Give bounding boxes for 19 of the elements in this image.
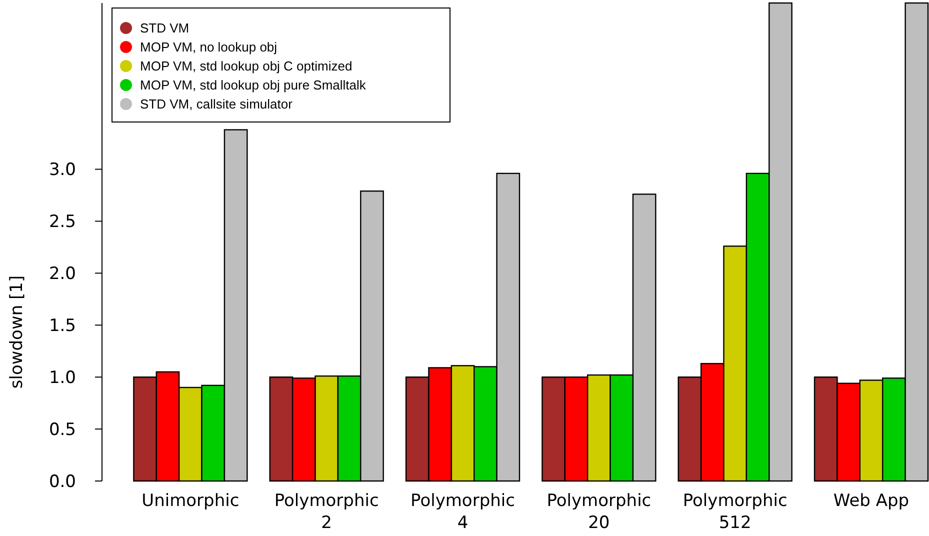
y-tick-label: 0.0 <box>48 472 76 492</box>
x-tick-label: Polymorphic 2 <box>274 491 379 533</box>
x-tick-label: Polymorphic 4 <box>410 491 515 533</box>
x-tick-label: Polymorphic 512 <box>682 491 788 533</box>
y-tick-label: 1.0 <box>48 368 76 388</box>
legend-label: MOP VM, std lookup obj C optimized <box>140 58 352 74</box>
legend-label: STD VM <box>140 20 190 36</box>
y-tick-label: 2.0 <box>48 264 76 284</box>
x-tick-label: Web App <box>833 491 910 511</box>
legend-label: MOP VM, no lookup obj <box>140 40 278 55</box>
legend-label: MOP VM, std lookup obj pure Smalltalk <box>140 78 366 93</box>
y-tick-label: 1.5 <box>48 316 76 336</box>
y-tick-label: 2.5 <box>48 212 76 232</box>
y-tick-label: 0.5 <box>48 420 76 440</box>
legend-label: STD VM, callsite simulator <box>140 96 294 112</box>
y-tick-label: 3.0 <box>48 160 76 180</box>
y-axis-title: slowdown [1] <box>7 275 27 389</box>
x-tick-label: Polymorphic 20 <box>546 491 652 533</box>
x-tick-label: Unimorphic <box>142 491 240 511</box>
